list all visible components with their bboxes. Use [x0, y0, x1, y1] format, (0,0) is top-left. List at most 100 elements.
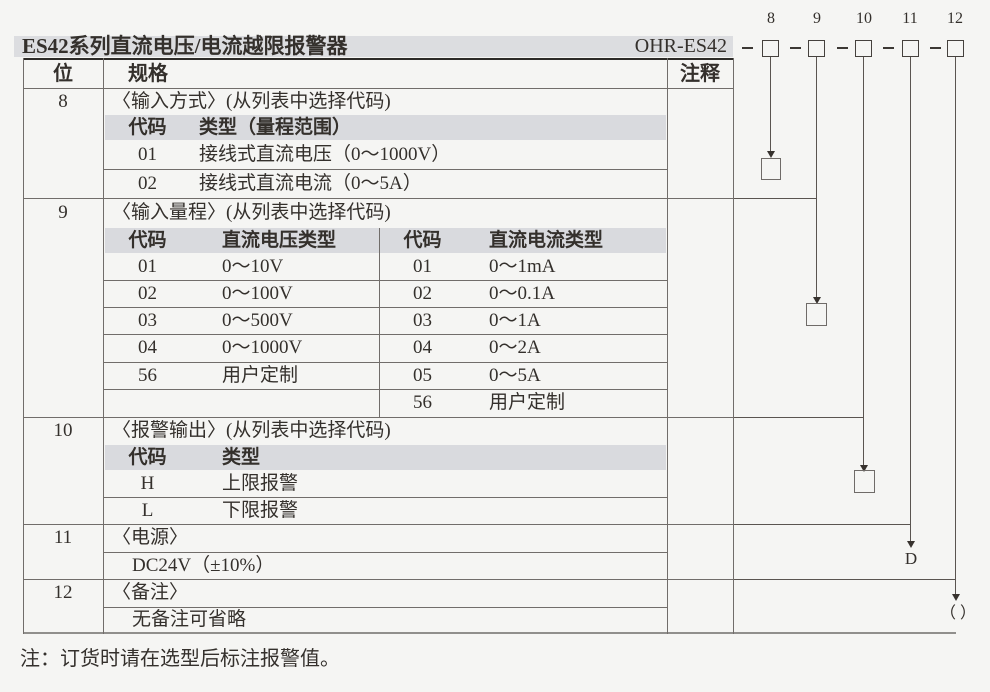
section-8-spec-title: 〈输入方式〉(从列表中选择代码) [112, 91, 391, 112]
column-divider-comment [667, 58, 668, 634]
table-row-type: 下限报警 [222, 500, 299, 521]
table-row-code: L [141, 500, 154, 521]
connector-branch-10 [733, 417, 863, 418]
grid-line [23, 198, 733, 199]
section-12-position: 12 [53, 582, 73, 603]
grid-line [23, 524, 733, 525]
grid-line [23, 88, 733, 89]
remark-fixed-code: （ ） [939, 605, 976, 622]
grid-line [104, 307, 667, 308]
table-row-type: 接线式直流电流（0～5A） [199, 173, 422, 194]
table-row-code: 02 [138, 173, 157, 194]
arrow-down-icon [952, 594, 960, 601]
grid-line [104, 607, 667, 608]
dash-separator [790, 47, 801, 49]
code-box-10 [855, 40, 872, 57]
section-8-position: 8 [58, 91, 68, 112]
section-10-subheader-type: 类型 [222, 447, 261, 468]
grid-line [104, 497, 667, 498]
subheader-band-alarm-output [105, 445, 666, 470]
arrow-down-icon [813, 297, 821, 304]
connector-line-9 [816, 57, 817, 297]
power-fixed-code: D [904, 549, 918, 568]
dash-separator [930, 47, 941, 49]
code-box-9 [808, 40, 825, 57]
code-box-11 [902, 40, 919, 57]
connector-line-10 [863, 57, 864, 465]
table-row-type: 上限报警 [222, 473, 299, 494]
grid-line [104, 389, 667, 390]
voltage-subheader-code: 代码 [128, 230, 167, 251]
model-prefix: OHR-ES42 [634, 35, 727, 57]
subheader-band-input-range [105, 228, 666, 253]
header-comment: 注释 [680, 63, 720, 85]
grid-line [23, 417, 733, 418]
code-box-12 [947, 40, 964, 57]
table-row-code: 01 [413, 256, 432, 277]
position-label-11: 11 [902, 10, 918, 27]
table-row-type: 0～500V [222, 310, 293, 331]
current-subheader-type: 直流电流类型 [489, 230, 604, 251]
code-box-8 [762, 40, 779, 57]
table-row-type: 接线式直流电压（0～1000V） [199, 144, 451, 165]
connector-branch-9 [733, 198, 816, 199]
table-row-type: 用户定制 [489, 392, 566, 413]
grid-line [104, 334, 667, 335]
table-row-type: 用户定制 [222, 365, 299, 386]
current-subheader-code: 代码 [403, 230, 442, 251]
section-12-value: 无备注可省略 [132, 609, 247, 630]
dash-separator [742, 47, 753, 49]
selection-box-9 [806, 303, 827, 326]
grid-line [104, 362, 667, 363]
table-row-code: 02 [413, 283, 432, 304]
table-row-type: 0～5A [489, 365, 541, 386]
section-11-spec-title: 〈电源〉 [112, 527, 189, 548]
arrow-down-icon [860, 465, 868, 472]
table-row-type: 0～1000V [222, 337, 303, 358]
table-bottom-border [23, 632, 956, 634]
position-label-10: 10 [856, 10, 872, 27]
table-right-border [733, 58, 734, 634]
table-row-code: 04 [138, 337, 157, 358]
range-subtable-divider [379, 228, 380, 417]
section-11-value: DC24V（±10%） [132, 555, 275, 576]
connector-line-8 [770, 57, 771, 151]
table-row-type: 0～2A [489, 337, 541, 358]
grid-line [104, 280, 667, 281]
voltage-subheader-type: 直流电压类型 [222, 230, 337, 251]
table-row-code: 01 [138, 256, 157, 277]
connector-line-12 [955, 57, 956, 594]
title-bar: ES42系列直流电压/电流越限报警器 OHR-ES42 [14, 34, 733, 58]
table-left-border [23, 58, 24, 634]
table-row-code: 03 [413, 310, 432, 331]
grid-line [23, 579, 733, 580]
selection-box-8 [761, 158, 781, 180]
table-row-code: 03 [138, 310, 157, 331]
column-divider-position [103, 58, 104, 634]
dash-separator [883, 47, 894, 49]
table-row-code: 01 [138, 144, 157, 165]
header-position: 位 [53, 63, 73, 85]
position-label-12: 12 [947, 10, 963, 27]
table-row-code: 04 [413, 337, 432, 358]
position-label-9: 9 [813, 10, 821, 27]
table-row-type: 0～100V [222, 283, 293, 304]
section-9-spec-title: 〈输入量程〉(从列表中选择代码) [112, 202, 391, 223]
subheader-band-input-mode [105, 115, 666, 140]
arrow-down-icon [767, 151, 775, 158]
section-10-position: 10 [53, 420, 73, 441]
table-row-code: H [140, 473, 155, 494]
header-spec: 规格 [128, 63, 168, 85]
table-row-type: 0～10V [222, 256, 284, 277]
dash-separator [837, 47, 848, 49]
section-10-spec-title: 〈报警输出〉(从列表中选择代码) [112, 420, 391, 441]
table-row-code: 56 [138, 365, 157, 386]
section-10-subheader-code: 代码 [128, 447, 167, 468]
table-row-code: 02 [138, 283, 157, 304]
footnote: 注：订货时请在选型后标注报警值。 [20, 648, 340, 670]
grid-line [104, 552, 667, 553]
grid-line [104, 169, 667, 170]
selection-box-10 [854, 470, 875, 493]
connector-branch-11 [733, 524, 910, 525]
